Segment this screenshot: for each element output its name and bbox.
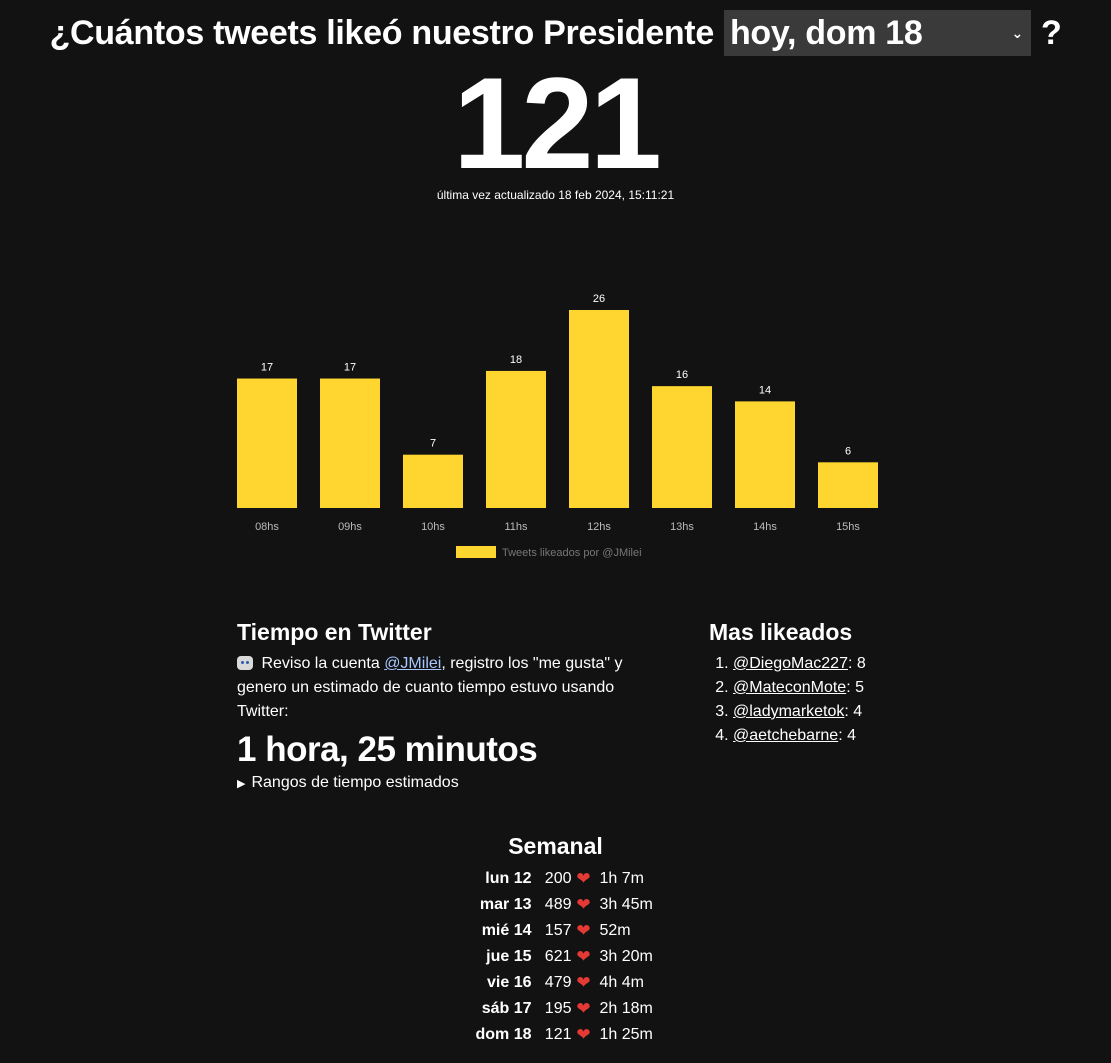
heart-icon: ❤ <box>576 999 591 1018</box>
week-day: lun 12 <box>485 870 532 887</box>
week-count: 195 <box>544 1000 572 1017</box>
week-count: 157 <box>544 922 572 939</box>
most-liked-item: @MateconMote: 5 <box>733 676 969 700</box>
week-day: sáb 17 <box>481 1000 532 1017</box>
weekly-row: mié 14 157 ❤ 52m <box>456 918 656 944</box>
chevron-down-icon: ⌄ <box>1011 24 1024 41</box>
like-count: : 4 <box>844 703 863 720</box>
week-count: 621 <box>544 948 572 965</box>
legend-label: Tweets likeados por @JMilei <box>502 547 642 559</box>
week-day: mié 14 <box>481 922 532 939</box>
bar-12hs <box>569 310 629 508</box>
x-tick-label: 13hs <box>670 521 694 533</box>
intro-text-before: Reviso la cuenta <box>257 655 385 672</box>
heart-icon: ❤ <box>576 973 591 992</box>
bar-14hs <box>735 401 795 508</box>
time-section-title: Tiempo en Twitter <box>237 619 432 645</box>
bar-09hs <box>320 378 380 508</box>
estimated-duration: 1 hora, 25 minutos <box>237 730 538 769</box>
week-day: dom 18 <box>475 1026 532 1043</box>
week-time: 52m <box>599 922 631 939</box>
weekly-row: dom 18 121 ❤ 1h 25m <box>456 1022 656 1048</box>
week-count: 479 <box>544 974 572 991</box>
most-liked-title: Mas likeados <box>709 619 853 645</box>
like-count: : 5 <box>846 679 864 696</box>
most-liked-list: @DiegoMac227: 8@MateconMote: 5@ladymarke… <box>709 652 969 748</box>
data-label: 18 <box>510 354 522 366</box>
weekly-row: sáb 17 195 ❤ 2h 18m <box>456 996 656 1022</box>
user-link[interactable]: @aetchebarne <box>733 727 839 744</box>
x-tick-label: 15hs <box>836 521 860 533</box>
time-ranges-label: Rangos de tiempo estimados <box>251 774 459 791</box>
heart-icon: ❤ <box>576 921 591 940</box>
week-time: 3h 20m <box>599 948 653 965</box>
x-tick-label: 11hs <box>504 521 528 533</box>
week-day: mar 13 <box>479 896 532 913</box>
x-tick-label: 10hs <box>421 521 445 533</box>
intro-text-after: , registro los "me gusta" y genero un es… <box>237 655 623 720</box>
like-count: : 4 <box>838 727 856 744</box>
heart-icon: ❤ <box>576 895 591 914</box>
data-label: 16 <box>676 369 688 381</box>
time-on-twitter-panel: Tiempo en Twitter Reviso la cuenta @JMil… <box>237 619 657 792</box>
weekly-rows: lun 12 200 ❤ 1h 7m mar 13 489 ❤ 3h 45m mié 14 157… <box>456 866 656 1048</box>
bar-15hs <box>818 462 878 508</box>
data-label: 14 <box>759 384 771 396</box>
robot-icon <box>237 656 253 670</box>
time-intro: Reviso la cuenta @JMilei, registro los "… <box>237 652 657 724</box>
bar-13hs <box>652 386 712 508</box>
x-tick-label: 12hs <box>587 521 611 533</box>
weekly-row: mar 13 489 ❤ 3h 45m <box>456 892 656 918</box>
week-day: vie 16 <box>487 974 532 991</box>
weekly-row: jue 15 621 ❤ 3h 20m <box>456 944 656 970</box>
time-ranges-toggle[interactable]: ▶ Rangos de tiempo estimados <box>237 774 657 792</box>
disclosure-triangle-icon: ▶ <box>237 778 246 790</box>
page-question: ¿Cuántos tweets likeó nuestro Presidente <box>49 13 715 52</box>
most-liked-item: @ladymarketok: 4 <box>733 700 969 724</box>
data-label: 17 <box>344 362 356 374</box>
day-select[interactable]: hoy, dom 18 ⌄ <box>723 10 1031 56</box>
weekly-row: lun 12 200 ❤ 1h 7m <box>456 866 656 892</box>
likes-count: 121 <box>453 50 662 196</box>
week-time: 1h 7m <box>599 870 644 887</box>
like-count: : 8 <box>847 655 866 672</box>
most-liked-item: @aetchebarne: 4 <box>733 724 969 748</box>
heart-icon: ❤ <box>576 1025 591 1044</box>
x-tick-label: 09hs <box>338 521 362 533</box>
x-tick-label: 14hs <box>753 521 777 533</box>
week-time: 4h 4m <box>599 974 644 991</box>
weekly-panel: Semanal lun 12 200 ❤ 1h 7m mar 13 489 ❤ 3h 45m m… <box>0 833 1111 1048</box>
bar-08hs <box>237 378 297 508</box>
question-mark: ? <box>1040 13 1062 52</box>
week-count: 489 <box>544 896 572 913</box>
user-link[interactable]: @ladymarketok <box>733 703 845 720</box>
user-link[interactable]: @MateconMote <box>733 679 847 696</box>
week-count: 121 <box>544 1026 572 1043</box>
week-day: jue 15 <box>486 948 532 965</box>
bar-11hs <box>486 370 546 508</box>
most-liked-item: @DiegoMac227: 8 <box>733 652 969 676</box>
bar-10hs <box>403 454 463 508</box>
data-label: 26 <box>593 293 605 305</box>
last-updated: última vez actualizado 18 feb 2024, 15:1… <box>436 188 675 202</box>
week-time: 2h 18m <box>599 1000 653 1017</box>
legend-swatch <box>456 546 496 558</box>
week-time: 3h 45m <box>599 896 653 913</box>
weekly-title: Semanal <box>508 833 603 859</box>
data-label: 17 <box>261 362 273 374</box>
account-link[interactable]: @JMilei <box>384 655 442 672</box>
page-header: ¿Cuántos tweets likeó nuestro Presidente… <box>0 10 1111 56</box>
most-liked-panel: Mas likeados @DiegoMac227: 8@MateconMote… <box>709 619 969 748</box>
week-time: 1h 25m <box>599 1026 653 1043</box>
x-tick-label: 08hs <box>255 521 279 533</box>
data-label: 7 <box>430 438 436 450</box>
day-select-value: hoy, dom 18 <box>729 13 923 52</box>
week-count: 200 <box>544 870 572 887</box>
heart-icon: ❤ <box>576 869 591 888</box>
likes-per-hour-chart: 17 08hs 17 09hs 7 10hs 18 11hs 26 12hs 16 13hs 14 14h… <box>237 293 878 559</box>
user-link[interactable]: @DiegoMac227 <box>733 655 848 672</box>
data-label: 6 <box>845 445 851 457</box>
weekly-row: vie 16 479 ❤ 4h 4m <box>456 970 656 996</box>
heart-icon: ❤ <box>576 947 591 966</box>
